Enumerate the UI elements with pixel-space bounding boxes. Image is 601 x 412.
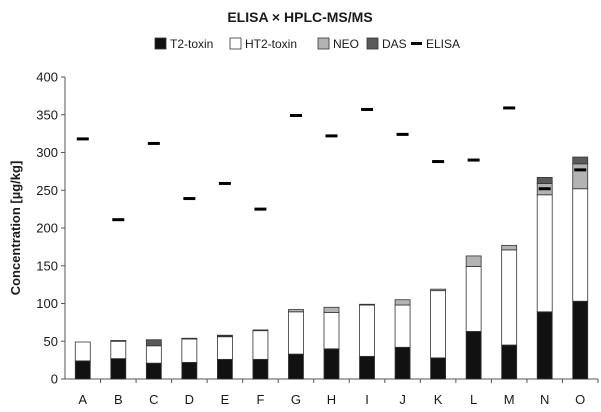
y-axis-label: Concentration [µg/kg] [8,161,23,296]
bar-segment-neo [323,306,340,313]
legend-label: ELISA [426,37,460,51]
bar-segment-neo [572,163,589,190]
bar-segment-neo [394,299,411,306]
bar-segment-ht2-toxin [323,312,340,350]
bar-segment-t2-toxin [252,358,269,380]
bar-segment-ht2-toxin [145,345,162,364]
x-tick-label: K [434,392,443,407]
bar-segment-neo [110,340,127,342]
x-tick-label: F [256,392,264,407]
bar-segment-t2-toxin [394,346,411,380]
x-tick-label: G [291,392,301,407]
elisa-markers [76,106,587,222]
legend-label: DAS [382,37,407,51]
legend-label: NEO [333,37,359,51]
x-tick-label: C [149,392,158,407]
bar-segment-t2-toxin [323,348,340,380]
bar-segment-ht2-toxin [430,290,447,359]
bar-segment-ht2-toxin [501,249,518,346]
bar-segment-ht2-toxin [572,188,589,302]
bar-segment-ht2-toxin [394,304,411,348]
x-tick-label: H [327,392,336,407]
bar-segment-ht2-toxin [110,340,127,360]
y-tick-label: 50 [44,334,58,349]
x-tick-label: J [399,392,406,407]
bar-segment-t2-toxin [74,360,91,380]
bar-segment-neo [181,337,198,340]
x-tick-label: D [185,392,194,407]
bar-segment-ht2-toxin [216,336,233,360]
bar-segment-neo [252,329,269,332]
bar-segment-das [572,156,589,165]
y-tick-label: 150 [36,258,58,273]
legend: T2-toxin HT2-toxin NEO DAS ELISA [154,37,460,51]
bars [74,156,589,380]
bar-segment-neo [465,255,482,267]
bar-segment-das [145,339,162,347]
bar-segment-t2-toxin [181,361,198,380]
bar-segment-t2-toxin [110,358,127,380]
bar-segment-ht2-toxin [288,311,304,355]
legend-label: T2-toxin [170,37,213,51]
x-tick-label: A [78,392,87,407]
y-tick-label: 250 [36,183,58,198]
bar-segment-t2-toxin [288,353,304,380]
y-tick-label: 350 [36,107,58,122]
x-tick-label: O [575,392,585,407]
y-tick-label: 400 [36,70,58,85]
y-ticks: 0 50 100 150 200 250 300 350 400 [36,70,65,387]
bar-segment-t2-toxin [216,358,233,380]
bar-segment-ht2-toxin [536,194,553,313]
bar-segment-t2-toxin [145,362,162,380]
y-tick-label: 200 [36,221,58,236]
bar-segment-t2-toxin [430,357,447,380]
bar-segment-t2-toxin [359,355,375,380]
bar-segment-neo [430,288,447,292]
bar-segment-neo [288,309,304,313]
bar-segment-das [216,334,233,337]
y-tick-label: 0 [51,372,58,387]
x-tick-label: B [114,392,123,407]
y-tick-label: 300 [36,145,58,160]
x-tick-label: N [540,392,549,407]
bar-segment-das [536,177,553,184]
bar-segment-t2-toxin [536,311,553,380]
legend-swatch-neo [317,37,330,50]
bar-segment-neo [359,303,375,306]
legend-swatch-t2-toxin [154,37,167,50]
bar-segment-ht2-toxin [465,266,482,332]
bar-segment-ht2-toxin [252,330,269,360]
bar-segment-t2-toxin [572,300,589,380]
x-tick-label: I [365,392,369,407]
bar-segment-ht2-toxin [181,338,198,363]
legend-swatch-das [366,37,379,50]
chart-title: ELISA × HPLC-MS/MS [227,9,372,25]
x-tick-label: L [470,392,477,407]
x-ticks: A B C D E F G H I J K L M N O [78,379,599,407]
bar-segment-t2-toxin [465,331,482,380]
bar-segment-t2-toxin [501,344,518,380]
legend-swatch-ht2-toxin [229,37,242,50]
bar-segment-ht2-toxin [359,304,375,357]
legend-label: HT2-toxin [245,37,297,51]
bar-segment-neo [501,244,518,251]
bar-segment-ht2-toxin [74,341,91,362]
y-tick-label: 100 [36,296,58,311]
x-tick-label: M [504,392,515,407]
x-tick-label: E [221,392,230,407]
